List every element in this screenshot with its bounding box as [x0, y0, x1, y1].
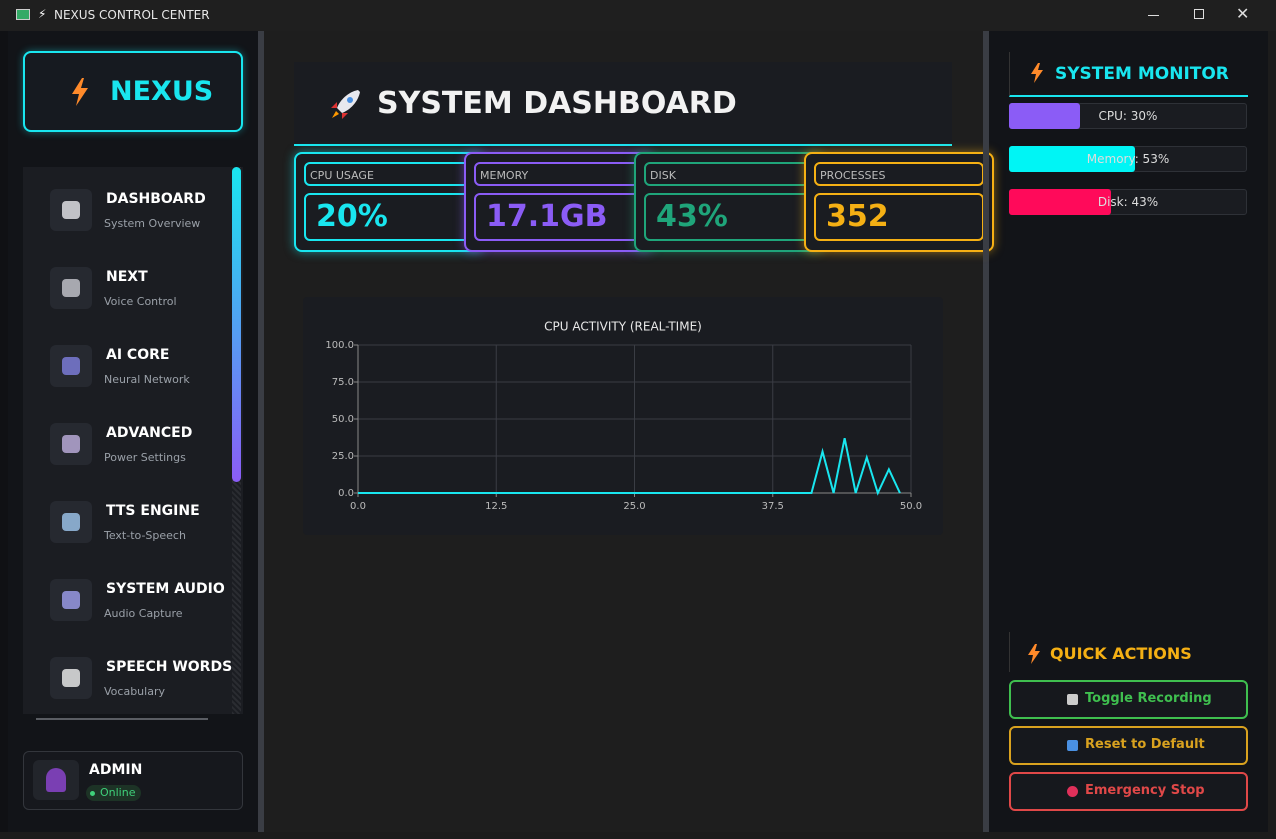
x-tick-label: 0.0 — [350, 501, 366, 512]
actions-header — [1009, 632, 1248, 672]
avatar-icon — [46, 768, 66, 792]
nav-title: ADVANCED — [106, 425, 193, 441]
card-value: 20% — [304, 193, 474, 241]
bar-label: Disk: 43% — [1097, 195, 1159, 209]
bar-fill — [1009, 146, 1136, 172]
nav-icon — [62, 357, 80, 375]
y-tick-label: 100.0 — [325, 340, 354, 351]
stat-card — [294, 152, 484, 252]
x-tick-label: 50.0 — [900, 501, 922, 512]
bar-fill — [1009, 103, 1081, 129]
action-label: Reset to Default — [1085, 737, 1205, 752]
card-value: 17.1GB — [474, 193, 644, 241]
minimize-button[interactable] — [1148, 15, 1159, 16]
monitor-title: SYSTEM MONITOR — [1055, 64, 1229, 84]
bolt: ⚡ — [38, 7, 47, 21]
nav-subtitle: Voice Control — [104, 295, 177, 308]
maximize-button[interactable] — [1194, 9, 1204, 19]
action-label: Emergency Stop — [1085, 783, 1205, 798]
x-tick-label: 12.5 — [485, 501, 507, 512]
card-label: PROCESSES — [814, 162, 984, 186]
y-tick-label: 75.0 — [332, 377, 354, 388]
nav-title: NEXT — [106, 269, 148, 285]
nav-title: SPEECH WORDS — [106, 659, 233, 675]
nav-title: SYSTEM AUDIO — [106, 581, 225, 597]
monitor-header — [1009, 52, 1248, 97]
bar-fill — [1009, 189, 1112, 215]
bar-label: CPU: 30% — [1098, 109, 1158, 123]
card-value: 43% — [644, 193, 814, 241]
card-label: DISK — [644, 162, 814, 186]
card-label: CPU USAGE — [304, 162, 474, 186]
main-edge — [983, 140, 989, 260]
action-button[interactable] — [1009, 772, 1248, 811]
status-dot — [90, 791, 95, 796]
nav-subtitle: Power Settings — [104, 451, 186, 464]
nav-icon — [62, 201, 80, 219]
h-scroll — [36, 718, 208, 720]
nav-subtitle: Neural Network — [104, 373, 190, 386]
cpu-chart: CPU ACTIVITY (REAL-TIME) 0.0 25.0 50.0 75.0… — [303, 297, 943, 535]
scroll-thumb[interactable] — [232, 167, 241, 482]
y-tick-label: 25.0 — [332, 451, 354, 462]
stat-card — [634, 152, 824, 252]
app-icon — [16, 9, 30, 20]
card-value: 352 — [814, 193, 984, 241]
nav-subtitle: Vocabulary — [104, 685, 165, 698]
actions-title: QUICK ACTIONS — [1050, 644, 1192, 663]
nav-icon — [62, 513, 80, 531]
action-icon — [1067, 786, 1078, 797]
card-label: MEMORY — [474, 162, 644, 186]
nav-subtitle: Text-to-Speech — [104, 529, 186, 542]
logo-bolt — [72, 78, 88, 106]
x-tick-label: 37.5 — [762, 501, 784, 512]
nav-icon — [62, 279, 80, 297]
action-button[interactable] — [1009, 680, 1248, 719]
logo-text: NEXUS — [110, 76, 214, 107]
title-bar — [0, 0, 1276, 31]
bolt — [1031, 63, 1043, 83]
bar-label: Memory: 53% — [1086, 152, 1170, 166]
nav-title: AI CORE — [106, 347, 170, 363]
action-icon — [1067, 740, 1078, 751]
action-label: Toggle Recording — [1085, 691, 1212, 706]
bolt — [1028, 644, 1040, 664]
splitter — [983, 31, 989, 832]
x-tick-label: 25.0 — [623, 501, 645, 512]
background-edge — [0, 832, 1276, 839]
background-edge — [1268, 31, 1276, 839]
stat-card — [464, 152, 654, 252]
stat-card — [804, 152, 994, 252]
chart-title: CPU ACTIVITY (REAL-TIME) — [544, 320, 702, 334]
splitter — [258, 31, 264, 832]
dashboard-title: SYSTEM DASHBOARD — [377, 86, 737, 121]
header-box — [294, 62, 952, 146]
nav-icon — [62, 591, 80, 609]
nav-title: DASHBOARD — [106, 191, 206, 207]
nav-subtitle: Audio Capture — [104, 607, 183, 620]
user-name: ADMIN — [89, 762, 143, 778]
action-button[interactable] — [1009, 726, 1248, 765]
window-title: NEXUS CONTROL CENTER — [54, 8, 210, 22]
y-tick-label: 50.0 — [332, 414, 354, 425]
nav-icon — [62, 669, 80, 687]
action-icon — [1067, 694, 1078, 705]
y-tick-label: 0.0 — [338, 488, 354, 499]
nav-title: TTS ENGINE — [106, 503, 200, 519]
data-line — [358, 438, 901, 496]
nav-icon — [62, 435, 80, 453]
close-button[interactable]: ✕ — [1236, 4, 1250, 23]
logo-box[interactable] — [23, 51, 243, 132]
nav-subtitle: System Overview — [104, 217, 201, 230]
rocket-icon — [331, 90, 360, 119]
user-status: Online — [86, 785, 142, 801]
